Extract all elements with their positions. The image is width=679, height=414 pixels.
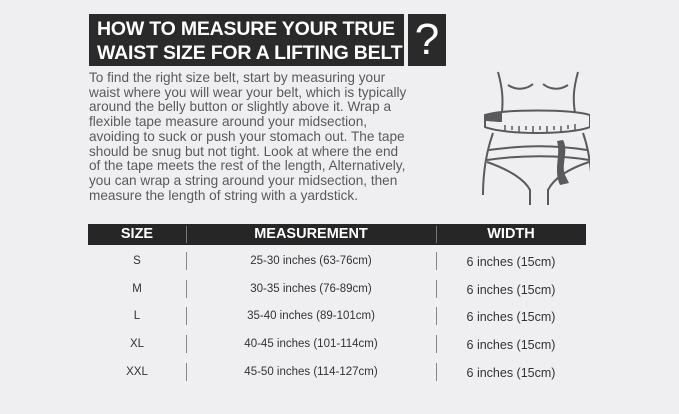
row-divider xyxy=(436,363,437,381)
cell-size: XXL xyxy=(126,366,148,378)
title-line-2: WAIST SIZE FOR A LIFTING BELT xyxy=(97,42,403,64)
title-line-1: HOW TO MEASURE YOUR TRUE xyxy=(97,18,395,40)
row-divider xyxy=(186,280,187,298)
cell-size: M xyxy=(132,283,142,295)
table-row: XXL 45-50 inches (114-127cm) 6 inches (1… xyxy=(88,363,586,383)
cell-width: 6 inches (15cm) xyxy=(466,338,556,352)
waist-tape-measure-icon xyxy=(482,71,590,205)
cell-measurement: 40-45 inches (101-114cm) xyxy=(244,338,378,350)
cell-width: 6 inches (15cm) xyxy=(466,310,556,324)
table-header: SIZE MEASUREMENT WIDTH xyxy=(88,224,586,245)
cell-measurement: 45-50 inches (114-127cm) xyxy=(244,366,378,378)
cell-size: L xyxy=(133,310,141,322)
table-row: L 35-40 inches (89-101cm) 6 inches (15cm… xyxy=(88,307,586,327)
cell-measurement: 25-30 inches (63-76cm) xyxy=(250,255,372,267)
instructions-text: To find the right size belt, start by me… xyxy=(89,70,407,203)
row-divider xyxy=(436,280,437,298)
cell-measurement: 30-35 inches (76-89cm) xyxy=(250,283,372,295)
cell-width: 6 inches (15cm) xyxy=(466,366,556,380)
page-title: HOW TO MEASURE YOUR TRUE WAIST SIZE FOR … xyxy=(89,14,404,66)
cell-measurement: 35-40 inches (89-101cm) xyxy=(247,310,375,322)
row-divider xyxy=(186,363,187,381)
table-row: M 30-35 inches (76-89cm) 6 inches (15cm) xyxy=(88,280,586,300)
header-divider xyxy=(186,226,187,243)
header-measurement: MEASUREMENT xyxy=(254,226,368,242)
row-divider xyxy=(436,307,437,325)
cell-size: XL xyxy=(129,338,145,350)
table-row: S 25-30 inches (63-76cm) 6 inches (15cm) xyxy=(88,252,586,272)
row-divider xyxy=(436,252,437,270)
header-divider xyxy=(436,226,437,243)
row-divider xyxy=(186,307,187,325)
row-divider xyxy=(186,335,187,353)
header-width: WIDTH xyxy=(487,226,535,242)
header-size: SIZE xyxy=(120,226,154,242)
row-divider xyxy=(436,335,437,353)
question-mark-icon: ? xyxy=(408,14,446,66)
row-divider xyxy=(186,252,187,270)
cell-width: 6 inches (15cm) xyxy=(466,255,556,269)
cell-width: 6 inches (15cm) xyxy=(466,283,556,297)
cell-size: S xyxy=(133,255,141,267)
table-row: XL 40-45 inches (101-114cm) 6 inches (15… xyxy=(88,335,586,355)
